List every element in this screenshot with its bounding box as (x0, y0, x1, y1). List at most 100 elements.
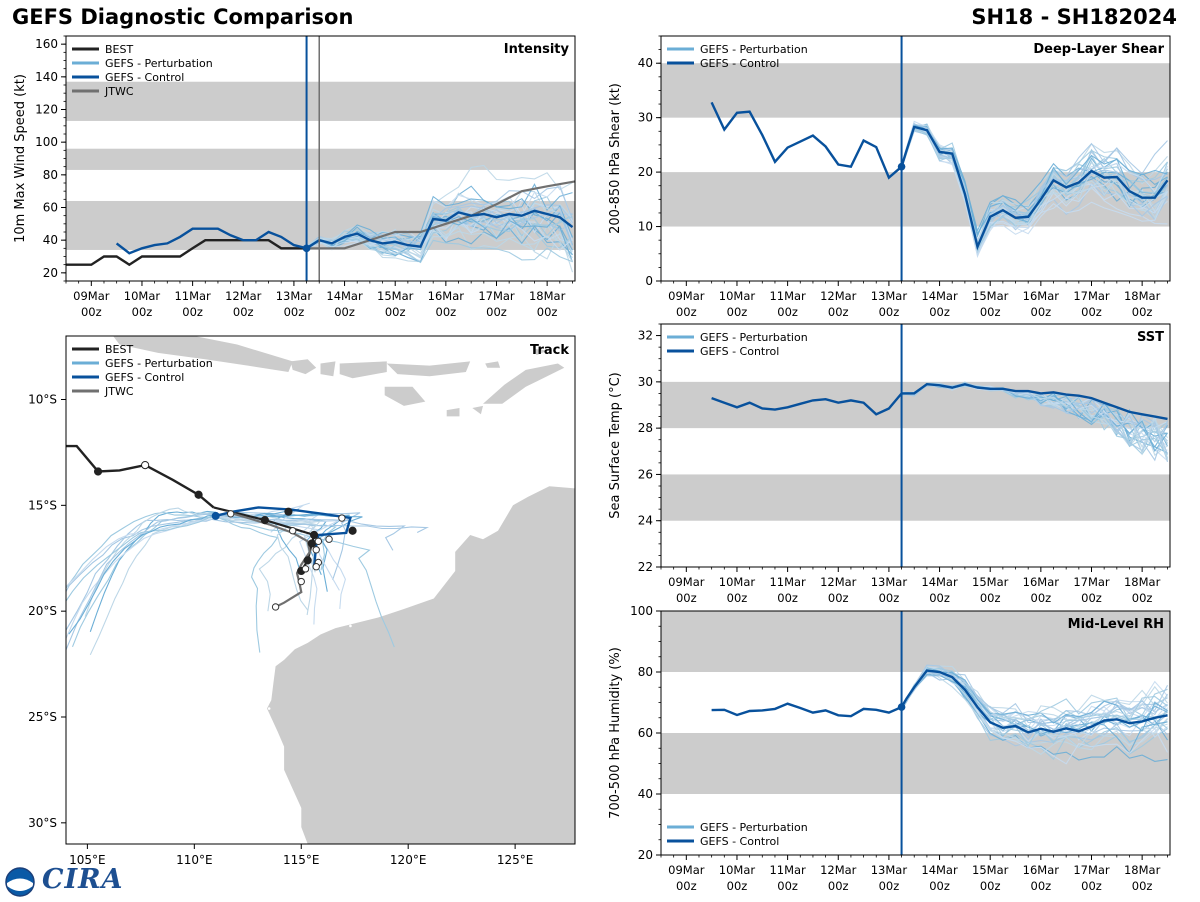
x-tick-label: 13Mar (871, 575, 908, 589)
island-detail (486, 516, 489, 520)
x-tick-label: 14Mar (921, 575, 958, 589)
panel-title: Track (530, 343, 569, 358)
y-tick-label: 60 (43, 201, 58, 215)
x-tick-label: 15Mar (972, 575, 1009, 589)
threshold-band (66, 81, 575, 121)
x-tick-label: 09Mar (668, 863, 705, 877)
ensemble-track-line (84, 507, 219, 617)
map-frame (65, 335, 576, 845)
x-tick-label: 00z (777, 591, 798, 605)
x-tick-label: 00z (1081, 591, 1102, 605)
x-tick-label: 00z (727, 591, 748, 605)
noaa-logo-icon (5, 867, 35, 897)
x-tick-label: 00z (486, 305, 507, 319)
x-tick-label: 00z (1081, 305, 1102, 319)
legend-label: JTWC (104, 85, 134, 98)
island-land (472, 405, 483, 415)
legend-label: GEFS - Control (700, 57, 779, 70)
jtwc-track-point (271, 603, 280, 611)
y-tick-label: 20 (638, 165, 653, 179)
ensemble-member-line (306, 183, 574, 249)
x-tick-label: 00z (284, 305, 305, 319)
jtwc-track-point (312, 546, 320, 554)
x-tick-label: 17Mar (1073, 863, 1110, 877)
y-tick-label: 32 (638, 329, 653, 343)
legend-label: GEFS - Control (700, 835, 779, 848)
island-land (384, 386, 426, 406)
x-tick-label: 00z (980, 305, 1001, 319)
x-tick-label: 00z (436, 305, 457, 319)
x-tick-label: 00z (879, 591, 900, 605)
y-tick-label: 25°S (28, 710, 57, 724)
x-tick-label: 15Mar (377, 289, 414, 303)
x-tick-label: 00z (828, 305, 849, 319)
island-land (320, 361, 336, 377)
island-land (446, 408, 460, 417)
x-tick-label: 120°E (390, 853, 427, 867)
plot-area (661, 611, 1170, 794)
jtwc-track-point (301, 565, 310, 573)
island-land (485, 361, 501, 368)
y-tick-label: 160 (35, 37, 58, 51)
legend-label: GEFS - Perturbation (700, 331, 808, 344)
x-tick-label: 00z (1132, 879, 1153, 893)
y-tick-label: 20 (638, 848, 653, 862)
island-land (483, 363, 565, 404)
main-title: GEFS Diagnostic Comparison (12, 5, 354, 29)
y-tick-label: 40 (638, 56, 653, 70)
panel-track: 105°E 110°E 115°E 120°E 125°E 10°S 15°S 20°S 25°… (28, 335, 576, 867)
y-tick-label: 20°S (28, 604, 57, 618)
init-point (211, 511, 220, 520)
x-tick-label: 10Mar (124, 289, 161, 303)
x-tick-label: 12Mar (225, 289, 262, 303)
island-land (386, 361, 471, 377)
legend-label: GEFS - Perturbation (105, 357, 213, 370)
jtwc-track-point (226, 510, 235, 518)
island-detail (308, 622, 312, 626)
ensemble-track-line (66, 516, 218, 602)
jtwc-track-point (325, 535, 333, 543)
x-tick-label: 11Mar (174, 289, 211, 303)
y-tick-label: 10 (638, 220, 653, 234)
y-tick-label: 80 (43, 168, 58, 182)
threshold-band (661, 611, 1170, 672)
storm-id-title: SH18 - SH182024 (971, 5, 1177, 29)
x-tick-label: 00z (980, 879, 1001, 893)
x-tick-label: 15Mar (972, 863, 1009, 877)
x-tick-label: 12Mar (820, 863, 857, 877)
panel-rh: 20 40 60 80 100 09Mar 00z 10Mar 00z 11Mar 00z 12Mar… (608, 604, 1171, 893)
control-line (711, 669, 1168, 734)
y-tick-label: 40 (638, 787, 653, 801)
x-tick-label: 00z (1031, 305, 1052, 319)
x-tick-label: 13Mar (871, 863, 908, 877)
threshold-band (661, 733, 1170, 794)
y-tick-label: 100 (35, 135, 58, 149)
ensemble-member-line (306, 209, 573, 255)
x-tick-label: 11Mar (769, 863, 806, 877)
island-land (339, 361, 387, 379)
panel-sst: 22 24 26 28 30 32 09Mar 00z 10Mar 00z 11Mar 00z 12Ma… (608, 323, 1171, 605)
jtwc-track-point (312, 563, 320, 571)
map-area (66, 336, 575, 844)
x-tick-label: 14Mar (326, 289, 363, 303)
ensemble-track-line (89, 515, 220, 656)
legend-label: GEFS - Control (105, 71, 184, 84)
island-detail (278, 650, 282, 653)
best-track-point (141, 461, 150, 470)
cira-logo: CIRA (42, 864, 124, 895)
best-track-point (309, 530, 319, 540)
x-tick-label: 00z (879, 879, 900, 893)
y-tick-label: 30°S (28, 816, 57, 830)
y-tick-label: 10°S (28, 393, 57, 407)
island-land (290, 359, 317, 375)
x-tick-label: 18Mar (529, 289, 566, 303)
ensemble-member-line (306, 207, 573, 251)
x-tick-label: 00z (929, 305, 950, 319)
ensemble-member-line (306, 206, 574, 251)
ensemble-member-line (901, 120, 1169, 256)
ensemble-member-line (306, 183, 573, 248)
y-tick-label: 22 (638, 560, 653, 574)
